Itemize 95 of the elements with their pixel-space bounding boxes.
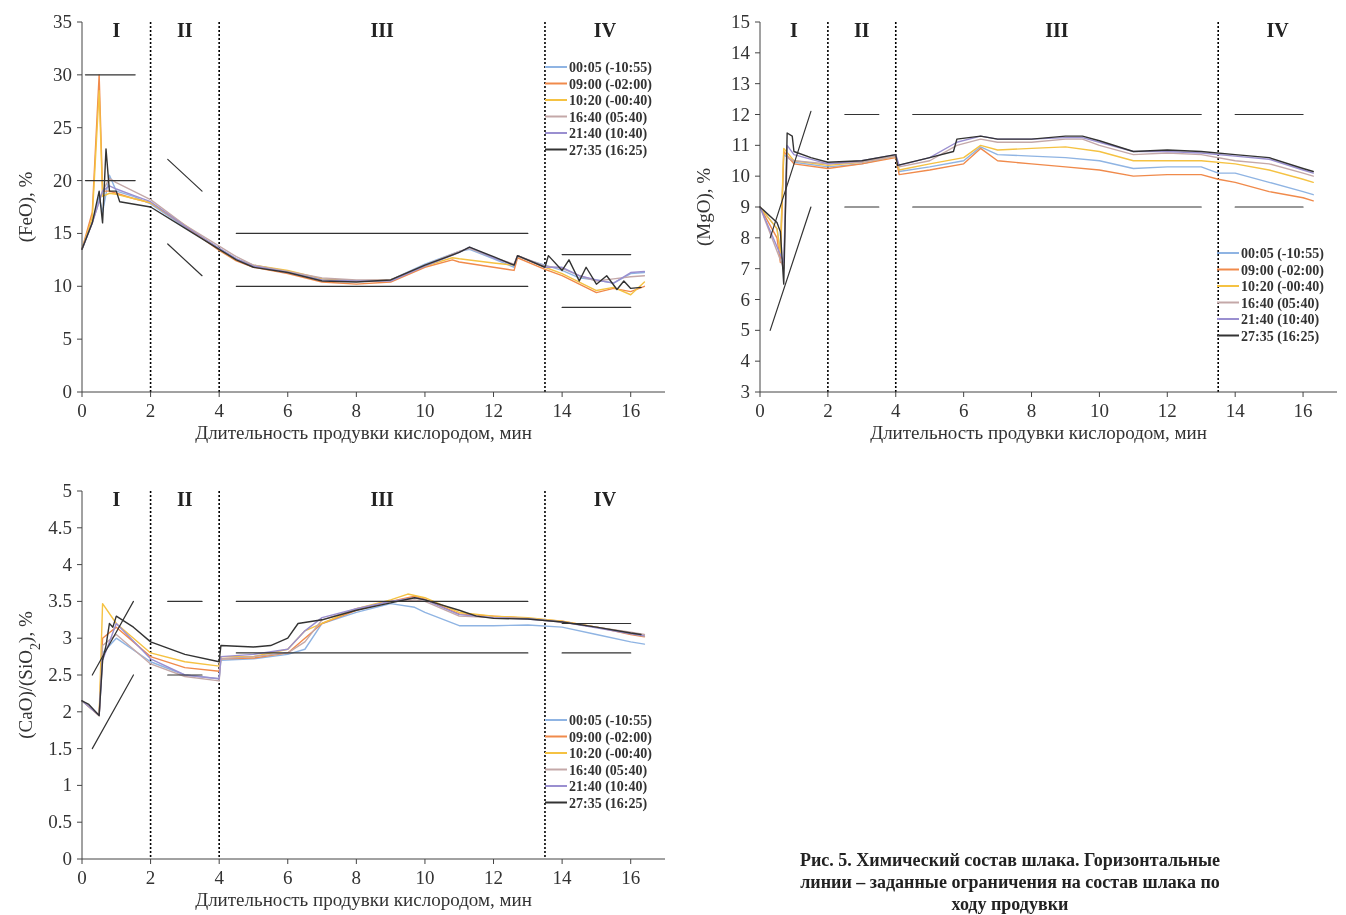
y-tick-label: 13: [731, 72, 750, 94]
y-tick-label: 3.5: [48, 590, 72, 612]
annotation: II: [177, 18, 193, 41]
x-tick-label: 2: [145, 400, 156, 421]
annotation: IV: [1266, 18, 1290, 41]
x-tick-label: 8: [351, 400, 362, 421]
x-tick-label: 0: [77, 867, 87, 888]
x-tick-label: 12: [484, 400, 504, 421]
annotation: III: [1045, 18, 1069, 41]
y-tick-label: 3: [62, 627, 72, 649]
y-tick-label: 9: [740, 196, 750, 217]
x-tick-label: 14: [552, 400, 573, 421]
legend-label: 27:35 (16:25): [1241, 328, 1320, 345]
x-tick-label: 16: [621, 867, 641, 888]
x-tick-label: 6: [958, 400, 969, 421]
x-tick-label: 0: [77, 400, 87, 421]
y-tick-label: 15: [53, 222, 72, 244]
x-tick-label: 16: [621, 400, 641, 421]
x-tick-label: 4: [214, 867, 225, 888]
x-axis-title: Длительность продувки кислородом, мин: [195, 422, 532, 443]
legend-label: 00:05 (-10:55): [569, 60, 653, 76]
x-axis-title: Длительность продувки кислородом, мин: [870, 422, 1207, 443]
y-tick-label: 5: [62, 480, 72, 501]
annotation: III: [370, 18, 394, 41]
text: Рис. 5. Химический состав шлака. Горизонтальные линии – заданные ограничения на состав шлака по ходу продувки: [800, 850, 1220, 914]
legend-label: 27:35 (16:25): [569, 142, 648, 159]
y-tick-label: 14: [731, 41, 751, 63]
legend-label: 16:40 (05:40): [569, 109, 648, 126]
y-tick-label: 15: [731, 11, 750, 32]
x-tick-label: 12: [484, 867, 504, 888]
annotation: II: [854, 18, 870, 41]
x-tick-label: 4: [214, 400, 225, 421]
x-tick-label: 8: [1026, 400, 1037, 421]
y-tick-label: 30: [53, 63, 72, 85]
legend-label: 10:20 (-00:40): [569, 93, 653, 109]
y-axis-title: (MgO), %: [693, 167, 715, 247]
y-tick-label: 7: [740, 257, 750, 279]
y-tick-label: 20: [53, 169, 72, 191]
x-tick-label: 2: [823, 400, 833, 421]
legend-label: 09:00 (-02:00): [569, 76, 653, 93]
x-tick-label: 4: [891, 400, 902, 421]
annotation: I: [112, 487, 121, 510]
x-tick-label: 12: [1157, 400, 1177, 421]
legend-label: 21:40 (10:40): [1241, 312, 1320, 328]
x-axis-title: Длительность продувки кислородом, мин: [195, 889, 532, 910]
y-axis-title: (FeO), %: [15, 171, 37, 243]
annotation: IV: [593, 18, 617, 41]
y-tick-label: 5: [740, 319, 750, 341]
x-tick-label: 6: [283, 867, 293, 888]
y-tick-label: 25: [53, 116, 72, 138]
legend-label: 16:40 (05:40): [569, 762, 648, 779]
legend-label: 21:40 (10:40): [569, 779, 648, 795]
y-tick-label: 1: [62, 774, 72, 796]
x-tick-label: 10: [415, 867, 435, 888]
y-tick-label: 3: [740, 381, 750, 402]
y-tick-label: 11: [731, 134, 750, 156]
legend-label: 10:20 (-00:40): [569, 746, 653, 762]
x-tick-label: 2: [145, 867, 156, 888]
y-tick-label: 4: [62, 553, 73, 575]
y-tick-label: 12: [731, 103, 750, 125]
x-tick-label: 14: [1225, 400, 1246, 421]
x-tick-label: 8: [351, 867, 362, 888]
x-tick-label: 14: [552, 867, 573, 888]
legend-label: 27:35 (16:25): [569, 795, 648, 812]
legend-label: 09:00 (-02:00): [1241, 262, 1325, 279]
y-tick-label: 2: [62, 700, 72, 722]
annotation: III: [370, 487, 394, 510]
annotation: IV: [593, 487, 617, 510]
y-tick-label: 10: [731, 165, 750, 187]
y-tick-label: 5: [62, 328, 72, 350]
x-tick-label: 6: [283, 400, 293, 421]
y-tick-label: 10: [53, 275, 72, 297]
x-tick-label: 0: [755, 400, 765, 421]
annotation: II: [177, 487, 193, 510]
legend-label: 09:00 (-02:00): [569, 729, 653, 746]
legend-label: 21:40 (10:40): [569, 126, 648, 142]
legend-label: 00:05 (-10:55): [569, 713, 653, 729]
y-tick-label: 4.5: [48, 516, 72, 538]
y-tick-label: 0.5: [48, 811, 72, 833]
x-tick-label: 10: [1089, 400, 1109, 421]
legend-label: 10:20 (-00:40): [1241, 279, 1325, 295]
y-tick-label: 2.5: [48, 664, 72, 685]
y-tick-label: 0: [62, 381, 72, 402]
x-tick-label: 16: [1293, 400, 1313, 421]
y-tick-label: 35: [53, 11, 72, 32]
y-tick-label: 1.5: [48, 737, 72, 759]
annotation: I: [112, 18, 121, 41]
y-tick-label: 8: [740, 226, 750, 248]
y-tick-label: 0: [62, 848, 72, 869]
annotation: I: [790, 18, 799, 41]
legend-label: 16:40 (05:40): [1241, 295, 1320, 312]
y-tick-label: 6: [740, 288, 750, 310]
x-tick-label: 10: [415, 400, 435, 421]
y-tick-label: 4: [740, 350, 751, 372]
legend-label: 00:05 (-10:55): [1241, 246, 1325, 262]
